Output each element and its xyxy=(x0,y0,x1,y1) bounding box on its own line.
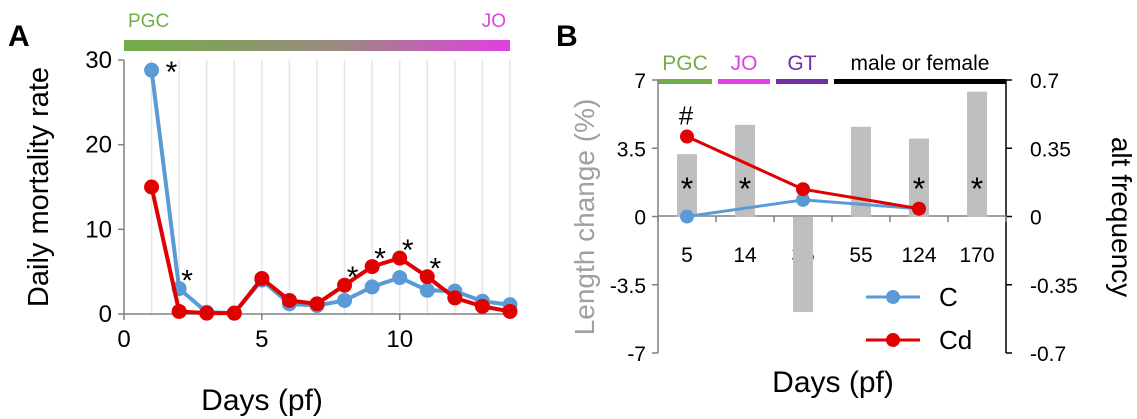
stage-label-2: GT xyxy=(787,52,816,75)
y-right-tick-label: 0 xyxy=(1030,207,1042,230)
data-point-red xyxy=(226,305,242,321)
data-point-red xyxy=(447,290,463,306)
y-tick-label: 10 xyxy=(85,216,112,243)
panel-b: B PGC JO GT male or female -7 -3.5 0 3.5 7 -0.7 -… xyxy=(556,20,1137,399)
data-point-red xyxy=(502,303,518,319)
significance-marker: * xyxy=(429,253,441,286)
y-tick-label: -3.5 xyxy=(610,275,646,298)
stage-end-label: JO xyxy=(482,11,506,32)
bar-55 xyxy=(851,126,871,217)
data-point-Cd xyxy=(912,201,926,216)
panel-b-y-right-label: alt frequency xyxy=(1106,137,1137,297)
legend: C Cd xyxy=(866,282,972,355)
data-point-red xyxy=(144,179,160,195)
stage-label-0: PGC xyxy=(662,52,708,75)
panel-a-series xyxy=(144,62,518,321)
x-tick-label: 0 xyxy=(117,326,130,353)
significance-marker: * xyxy=(181,265,193,298)
significance-marker: * xyxy=(166,56,178,89)
panel-a-stage-bar xyxy=(124,40,510,51)
significance-marker: * xyxy=(402,234,414,267)
significance-marker: * xyxy=(971,171,983,207)
bar-5 xyxy=(677,154,697,217)
x-tick-label: 124 xyxy=(901,244,936,267)
y-tick-label: 20 xyxy=(85,132,112,159)
data-point-blue xyxy=(392,270,408,286)
stage-bar-0 xyxy=(658,79,712,84)
x-tick-label: 5 xyxy=(255,326,268,353)
data-point-Cd xyxy=(680,129,694,144)
data-point-red xyxy=(392,250,408,266)
legend-marker-Cd xyxy=(886,333,900,347)
panel-a-gridlines xyxy=(150,60,511,314)
data-point-blue xyxy=(364,279,380,295)
panel-b-markers: * * * * # xyxy=(679,101,983,207)
y-right-tick-label: -0.35 xyxy=(1030,275,1078,298)
significance-marker: * xyxy=(739,171,751,207)
y-tick-label: 0 xyxy=(99,301,112,328)
y-right-tick-label: -0.7 xyxy=(1030,343,1066,366)
data-point-C xyxy=(796,192,810,207)
data-point-red xyxy=(474,298,490,314)
significance-marker: * xyxy=(374,243,386,276)
stage-label-3: male or female xyxy=(851,52,990,75)
significance-marker: * xyxy=(347,261,359,294)
panel-a-ticks: 0 5 10 0 10 20 30 xyxy=(85,47,413,353)
stage-label-1: JO xyxy=(731,52,758,75)
y-right-tick-label: 0.7 xyxy=(1030,70,1059,93)
data-point-blue xyxy=(337,292,353,308)
hash-marker: # xyxy=(679,101,694,131)
data-point-red xyxy=(364,259,380,275)
panel-b-stage-bars: PGC JO GT male or female xyxy=(658,52,1006,84)
bar-170 xyxy=(967,91,987,217)
data-point-red xyxy=(199,305,215,321)
legend-label-Cd: Cd xyxy=(939,325,972,355)
data-point-red xyxy=(419,269,435,285)
panel-a-label: A xyxy=(8,20,30,53)
panel-b-x-label: Days (pf) xyxy=(772,366,894,399)
data-point-red xyxy=(171,303,187,319)
stage-start-label: PGC xyxy=(128,11,169,32)
data-point-red xyxy=(337,277,353,293)
data-point-red xyxy=(309,296,325,312)
data-point-blue xyxy=(144,62,160,78)
panel-a-y-label: Daily mortality rate xyxy=(23,67,55,307)
y-tick-label: 7 xyxy=(634,70,646,93)
series-line-blue xyxy=(149,69,511,316)
panel-b-series xyxy=(680,129,926,224)
data-point-blue xyxy=(419,282,435,298)
data-point-red xyxy=(281,292,297,308)
x-tick-label: 10 xyxy=(386,326,413,353)
data-point-red xyxy=(254,270,270,286)
panel-a: A PGC JO 0 5 10 0 10 20 30 * * * * * * Days (pf) Da… xyxy=(8,11,518,417)
bar-35 xyxy=(793,216,813,313)
panel-a-annotations: * * * * * * xyxy=(166,56,442,297)
panel-a-x-label: Days (pf) xyxy=(201,384,323,417)
significance-marker: * xyxy=(681,171,693,207)
data-point-C xyxy=(680,209,694,224)
stage-bar-2 xyxy=(776,79,828,84)
bar-124 xyxy=(909,138,929,217)
panel-b-y-label: Length change (%) xyxy=(569,99,600,336)
bar-14 xyxy=(735,124,755,217)
panel-b-ticks: -7-3.503.57-0.7-0.3500.350.7514355512417… xyxy=(610,70,1078,366)
panel-b-label: B xyxy=(556,20,578,53)
x-tick-label: 170 xyxy=(959,244,994,267)
significance-marker: * xyxy=(913,171,925,207)
panel-b-bars xyxy=(677,91,987,313)
y-tick-label: 30 xyxy=(85,47,112,74)
x-tick-label: 5 xyxy=(681,244,693,267)
y-tick-label: 3.5 xyxy=(617,138,646,161)
x-tick-label: 14 xyxy=(733,244,757,267)
y-tick-label: 0 xyxy=(634,207,646,230)
y-right-tick-label: 0.35 xyxy=(1030,138,1071,161)
stage-bar-3 xyxy=(834,79,1006,84)
y-tick-label: -7 xyxy=(627,343,646,366)
data-point-Cd xyxy=(796,182,810,197)
x-tick-label: 55 xyxy=(849,244,872,267)
stage-bar-1 xyxy=(718,79,770,84)
legend-label-C: C xyxy=(939,282,958,312)
legend-marker-C xyxy=(886,290,900,304)
